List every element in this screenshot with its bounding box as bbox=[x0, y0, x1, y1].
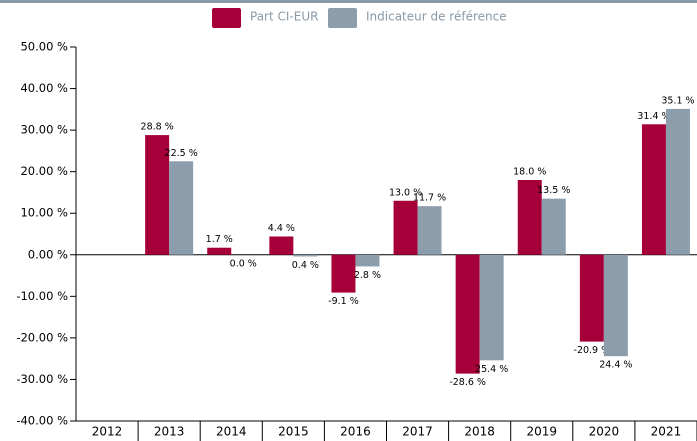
value-label: -9.1 % bbox=[328, 296, 359, 307]
legend-label: Indicateur de référence bbox=[366, 10, 507, 24]
bar bbox=[145, 135, 170, 255]
value-label: 18.0 % bbox=[513, 166, 546, 177]
value-label: 0.0 % bbox=[230, 258, 257, 269]
x-tick-label: 2020 bbox=[589, 425, 620, 439]
bar bbox=[541, 198, 566, 255]
y-tick-label: -10.00 % bbox=[16, 289, 68, 303]
y-tick-label: -40.00 % bbox=[16, 414, 68, 428]
value-label: -20.9 % bbox=[574, 345, 611, 356]
bar bbox=[665, 108, 690, 255]
value-label: 1.7 % bbox=[206, 234, 233, 245]
value-label: 31.4 % bbox=[637, 111, 670, 122]
y-tick-label: 20.00 % bbox=[20, 164, 68, 178]
x-tick-label: 2021 bbox=[651, 425, 682, 439]
legend-swatch bbox=[212, 8, 241, 28]
value-label: 13.0 % bbox=[389, 187, 422, 198]
bar bbox=[641, 124, 666, 255]
legend-label: Part CI-EUR bbox=[250, 10, 318, 24]
value-label: 0.4 % bbox=[292, 260, 319, 271]
legend-swatch bbox=[328, 8, 357, 28]
x-tick-label: 2016 bbox=[340, 425, 371, 439]
x-tick-label: 2012 bbox=[92, 425, 123, 439]
bar bbox=[479, 254, 504, 361]
y-tick-label: 50.00 % bbox=[20, 40, 68, 54]
x-tick-label: 2018 bbox=[464, 425, 495, 439]
value-label: 28.8 % bbox=[141, 122, 174, 133]
value-label: 13.5 % bbox=[537, 185, 570, 196]
value-label: 25.4 % bbox=[475, 364, 508, 375]
bar bbox=[169, 161, 194, 255]
value-label: -28.6 % bbox=[449, 377, 486, 388]
value-label: 35.1 % bbox=[661, 95, 694, 106]
value-label: 2.8 % bbox=[354, 270, 381, 281]
y-tick-label: 10.00 % bbox=[20, 206, 68, 220]
bar bbox=[293, 254, 318, 257]
bar bbox=[269, 236, 294, 255]
y-tick-label: -30.00 % bbox=[16, 372, 68, 386]
bar bbox=[355, 254, 380, 267]
bar bbox=[455, 254, 480, 374]
y-tick-label: 40.00 % bbox=[20, 81, 68, 95]
bar bbox=[603, 254, 628, 357]
value-label: 24.4 % bbox=[599, 360, 632, 371]
x-tick-label: 2015 bbox=[278, 425, 309, 439]
value-label: 4.4 % bbox=[268, 223, 295, 234]
x-tick-label: 2017 bbox=[402, 425, 433, 439]
y-tick-label: 0.00 % bbox=[28, 247, 68, 261]
value-label: 22.5 % bbox=[165, 148, 198, 159]
top-border bbox=[0, 0, 697, 3]
value-label: 11.7 % bbox=[413, 193, 446, 204]
bar bbox=[393, 200, 418, 255]
x-tick-label: 2013 bbox=[154, 425, 185, 439]
x-tick-label: 2014 bbox=[216, 425, 247, 439]
bar bbox=[207, 247, 232, 255]
x-tick-label: 2019 bbox=[526, 425, 557, 439]
bar bbox=[517, 179, 542, 255]
y-tick-label: 30.00 % bbox=[20, 123, 68, 137]
bar bbox=[331, 254, 356, 293]
bar bbox=[417, 206, 442, 255]
y-tick-label: -20.00 % bbox=[16, 330, 68, 344]
bar bbox=[579, 254, 604, 342]
